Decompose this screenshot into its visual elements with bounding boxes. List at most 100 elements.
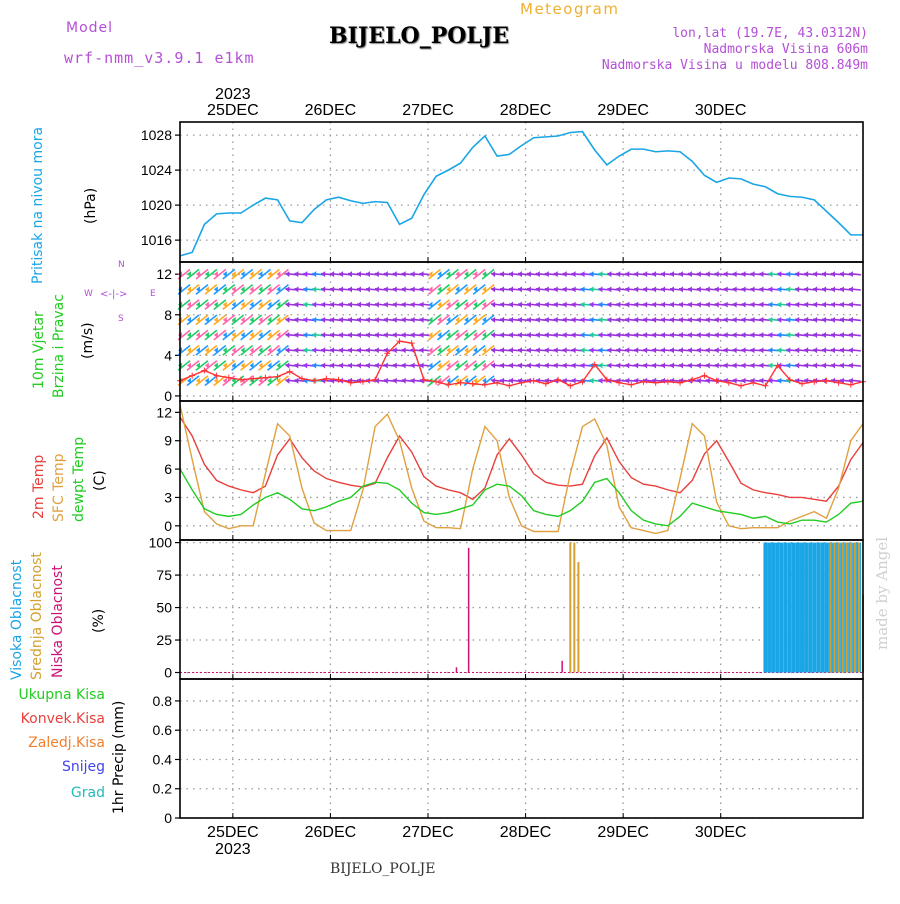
wind-barb-head <box>473 271 478 278</box>
temp-label-dewpt: dewpt Temp <box>71 436 87 522</box>
wind-barb <box>222 283 236 295</box>
wind-barb-head <box>231 316 236 323</box>
wind-barb-head <box>321 362 326 369</box>
wind-barb-head <box>303 332 308 339</box>
wind-barb-head <box>213 347 218 354</box>
wind-barb <box>204 283 218 295</box>
wind-barb-head <box>544 316 549 323</box>
wind-barb-head <box>687 316 692 323</box>
wind-barb-head <box>482 362 487 369</box>
wind-barb-head <box>321 286 326 293</box>
wind-barb-head <box>374 286 379 293</box>
wind-barb <box>275 344 289 356</box>
wind-label-2: Brzina i Pravac <box>51 294 67 398</box>
wind-barb-head <box>678 332 683 339</box>
wind-barb-head <box>374 332 379 339</box>
wind-barb-head <box>195 347 200 354</box>
wind-barb-head <box>491 301 496 308</box>
wind-barb-head <box>267 271 272 278</box>
wind-barb <box>231 344 245 356</box>
wind-barb-head <box>348 316 353 323</box>
wind-barb-head <box>562 316 567 323</box>
wind-barb-head <box>696 377 701 384</box>
wind-barb-head <box>419 347 424 354</box>
wind-barb-head <box>607 271 612 278</box>
cloud-ytick-label: 25 <box>156 632 172 648</box>
wind-barb-head <box>491 316 496 323</box>
wind-barb-head <box>795 286 800 293</box>
cloud-bar <box>783 542 788 673</box>
wind-barb-head <box>276 286 281 293</box>
wind-barb-head <box>285 332 290 339</box>
wind-barb <box>222 299 236 311</box>
model-name: wrf-nmm_v3.9.1 e1km <box>64 49 255 67</box>
wind-barb-head <box>732 286 737 293</box>
wind-barb-head <box>616 271 621 278</box>
station-title: BIJELO_POLJE <box>329 23 510 49</box>
wind-barb-head <box>285 347 290 354</box>
wind-barb-head <box>240 362 245 369</box>
precip-ytick-label: 0.6 <box>153 722 173 738</box>
wind-speed-marker <box>750 379 757 386</box>
wind-barb-head <box>687 301 692 308</box>
wind-barb-head <box>455 362 460 369</box>
compass-north: N <box>118 260 125 270</box>
wind-barb-head <box>544 271 549 278</box>
wind-barb-head <box>410 377 415 384</box>
wind-barb-head <box>383 316 388 323</box>
cloud-bar <box>795 542 800 673</box>
wind-barb <box>231 329 245 341</box>
wind-barb-head <box>401 347 406 354</box>
wind-barb-head <box>312 347 317 354</box>
wind-barb-head <box>482 286 487 293</box>
temp-unit: (C) <box>92 470 108 491</box>
wind-barb-head <box>455 347 460 354</box>
wind-barb-head <box>365 362 370 369</box>
cloud-bar <box>816 542 821 673</box>
compass-west: W <box>84 289 93 299</box>
wind-barb-head <box>625 316 630 323</box>
cloud-bar <box>569 542 572 673</box>
wind-barb <box>445 344 459 356</box>
cloud-bar <box>771 542 776 673</box>
wind-barb-head <box>455 286 460 293</box>
wind-barb-head <box>213 362 218 369</box>
wind-barb-head <box>249 332 254 339</box>
wind-speed-marker <box>445 381 452 388</box>
wind-barb-head <box>419 286 424 293</box>
wind-speed-marker <box>494 379 501 386</box>
wind-barb <box>249 344 263 356</box>
wind-speed-marker <box>616 379 623 386</box>
wind-barb-head <box>723 286 728 293</box>
temperature-line <box>179 404 864 535</box>
wind-barb-head <box>813 377 818 384</box>
wind-barb <box>445 329 459 341</box>
wind-speed-marker <box>335 376 342 383</box>
wind-barb-head <box>786 332 791 339</box>
pressure-ytick-label: 1016 <box>141 232 172 248</box>
wind-barb-head <box>822 362 827 369</box>
wind-barb-head <box>804 301 809 308</box>
wind-barb <box>463 283 477 295</box>
wind-barb-head <box>643 301 648 308</box>
wind-barb-head <box>795 301 800 308</box>
model-elevation: Nadmorska Visina u modelu 808.849m <box>601 58 868 73</box>
wind-barb-head <box>562 332 567 339</box>
cloud-bar <box>837 542 840 673</box>
wind-barb-head <box>464 316 469 323</box>
cloud-bar <box>829 542 832 673</box>
wind-barb-head <box>500 286 505 293</box>
temperature-line <box>179 416 864 502</box>
wind-barb <box>213 283 227 295</box>
wind-barb-head <box>795 316 800 323</box>
wind-barb-head <box>625 286 630 293</box>
wind-barb <box>436 268 450 280</box>
wind-barb-head <box>830 332 835 339</box>
wind-speed-marker <box>799 380 806 387</box>
wind-barb-head <box>348 362 353 369</box>
wind-speed-marker <box>835 379 842 386</box>
wind-barb-head <box>589 347 594 354</box>
wind-barb <box>231 375 245 387</box>
wind-barb-head <box>276 301 281 308</box>
wind-speed-marker <box>555 376 562 383</box>
